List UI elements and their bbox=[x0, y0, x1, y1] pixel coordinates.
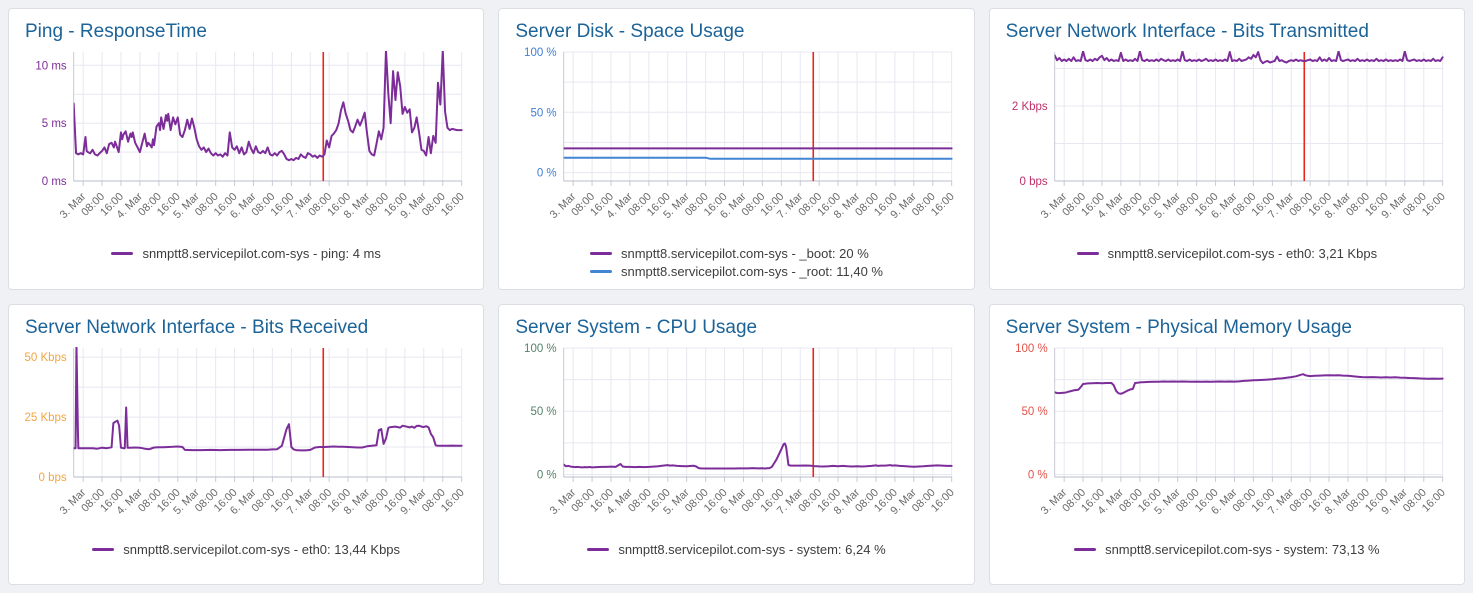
legend-series-label: snmptt8.servicepilot.com-sys - eth0: 13,… bbox=[123, 541, 401, 557]
series-line[interactable] bbox=[563, 156, 953, 160]
legend-item[interactable]: snmptt8.servicepilot.com-sys - ping: 4 m… bbox=[111, 246, 381, 261]
legend-series-dash bbox=[589, 252, 612, 255]
legend-series-label: snmptt8.servicepilot.com-sys - system: 6… bbox=[618, 541, 886, 557]
legend-item[interactable]: snmptt8.servicepilot.com-sys - system: 6… bbox=[587, 541, 886, 557]
chart-legend: snmptt8.servicepilot.com-sys - eth0: 13,… bbox=[92, 542, 400, 557]
series-line[interactable] bbox=[1054, 51, 1444, 65]
series-line[interactable] bbox=[73, 345, 463, 451]
y-axis-tick-label: 0 % bbox=[537, 168, 557, 180]
panel-cpu-usage: Server System - CPU Usage 3. Mar 08:00 16:… bbox=[498, 303, 975, 585]
chart-title: Server System - CPU Usage bbox=[515, 316, 758, 338]
legend-series-label: snmptt8.servicepilot.com-sys - _boot: 20… bbox=[620, 246, 869, 261]
legend-series-dash bbox=[111, 252, 134, 255]
chart-legend: snmptt8.servicepilot.com-sys - eth0: 3,2… bbox=[1076, 246, 1378, 261]
y-axis-tick-label: 0 % bbox=[1028, 469, 1048, 481]
y-axis-tick-label: 10 ms bbox=[35, 60, 67, 72]
legend-series-label: snmptt8.servicepilot.com-sys - ping: 4 m… bbox=[142, 246, 381, 261]
y-axis-tick-label: 25 Kbps bbox=[24, 412, 66, 424]
legend-series-label: snmptt8.servicepilot.com-sys - system: 7… bbox=[1105, 541, 1380, 557]
y-axis-tick-label: 100 % bbox=[524, 47, 557, 59]
y-axis-tick-label: 50 % bbox=[531, 406, 557, 418]
y-axis-tick-label: 5 ms bbox=[42, 118, 67, 130]
y-axis-tick-label: 0 % bbox=[537, 469, 557, 481]
panel-server-disk-space-usage: Server Disk - Space Usage 3. Mar 08:00 16:… bbox=[498, 8, 975, 290]
series-line[interactable] bbox=[1054, 372, 1444, 395]
y-axis-tick-label: 50 % bbox=[1021, 406, 1047, 418]
chart-legend: snmptt8.servicepilot.com-sys - ping: 4 m… bbox=[111, 246, 381, 261]
chart-legend: snmptt8.servicepilot.com-sys - system: 6… bbox=[587, 541, 886, 557]
legend-series-dash bbox=[1074, 547, 1097, 551]
panel-network-bits-transmitted: Server Network Interface - Bits Transmit… bbox=[988, 8, 1465, 290]
chart-title: Ping - ResponseTime bbox=[25, 21, 207, 42]
legend-series-dash bbox=[92, 547, 115, 551]
y-axis-tick-label: 100 % bbox=[524, 343, 557, 355]
chart-title: Server Network Interface - Bits Transmit… bbox=[1005, 21, 1369, 42]
y-axis-tick-label: 0 bps bbox=[1019, 176, 1047, 188]
chart-title: Server System - Physical Memory Usage bbox=[1005, 316, 1352, 338]
legend-item[interactable]: snmptt8.servicepilot.com-sys - eth0: 3,2… bbox=[1076, 246, 1378, 261]
y-axis-tick-label: 2 Kbps bbox=[1012, 101, 1048, 113]
y-axis-tick-label: 0 bps bbox=[39, 472, 67, 484]
legend-item[interactable]: snmptt8.servicepilot.com-sys - system: 7… bbox=[1074, 542, 1380, 557]
legend-series-dash bbox=[589, 270, 612, 273]
chart-legend: snmptt8.servicepilot.com-sys - system: 7… bbox=[1074, 542, 1380, 557]
chart-title: Server Disk - Space Usage bbox=[515, 21, 745, 42]
panel-ping-response-time: Ping - ResponseTime 3. Mar 08:00 16:00 4. M… bbox=[8, 8, 485, 290]
legend-series-label: snmptt8.servicepilot.com-sys - _root: 11… bbox=[620, 264, 883, 279]
series-line[interactable] bbox=[563, 442, 953, 469]
legend-series-dash bbox=[587, 547, 610, 551]
panel-network-bits-received: Server Network Interface - Bits Received… bbox=[8, 303, 485, 585]
y-axis-tick-label: 100 % bbox=[1015, 343, 1048, 355]
legend-item[interactable]: snmptt8.servicepilot.com-sys - eth0: 13,… bbox=[92, 542, 400, 557]
chart-legend: snmptt8.servicepilot.com-sys - _boot: 20… bbox=[589, 246, 883, 279]
legend-item[interactable]: snmptt8.servicepilot.com-sys - _boot: 20… bbox=[589, 246, 883, 261]
series-line[interactable] bbox=[73, 50, 463, 162]
legend-series-label: snmptt8.servicepilot.com-sys - eth0: 3,2… bbox=[1107, 246, 1378, 261]
y-axis-tick-label: 0 ms bbox=[42, 176, 67, 188]
legend-item[interactable]: snmptt8.servicepilot.com-sys - _root: 11… bbox=[589, 264, 883, 279]
chart-title: Server Network Interface - Bits Received bbox=[25, 316, 369, 338]
y-axis-tick-label: 50 % bbox=[531, 107, 557, 119]
legend-series-dash bbox=[1076, 252, 1099, 255]
y-axis-tick-label: 50 Kbps bbox=[24, 352, 66, 364]
panel-memory-usage: Server System - Physical Memory Usage 3.… bbox=[988, 303, 1465, 585]
